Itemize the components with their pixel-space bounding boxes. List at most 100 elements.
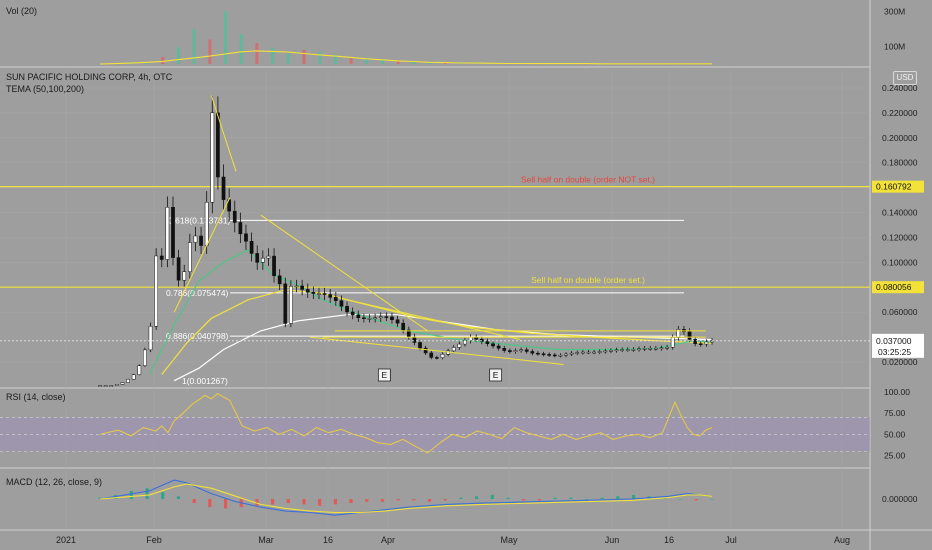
- macd-histogram-bar: [443, 499, 447, 501]
- candle-body: [698, 343, 703, 345]
- price-layer: Sell half on double (order NOT set.) Sell…: [0, 95, 870, 387]
- candle-body: [485, 341, 490, 344]
- trend-line: [210, 95, 237, 172]
- candle-body: [625, 349, 630, 351]
- candle-body: [137, 365, 142, 375]
- candle-body: [159, 255, 164, 260]
- macd-signal-line: [99, 483, 713, 514]
- candle-body: [552, 354, 557, 357]
- x-tick-label: Feb: [146, 535, 162, 545]
- candle-body: [564, 353, 568, 356]
- candle-body: [362, 317, 366, 319]
- trend-line: [310, 336, 564, 365]
- candle-body: [345, 306, 349, 313]
- x-tick-label: Jun: [605, 535, 620, 545]
- candle-body: [541, 353, 546, 356]
- grid-layer: [0, 70, 870, 528]
- macd-histogram-bar: [584, 499, 589, 500]
- level-annotation: Sell half on double (order NOT set.): [521, 175, 655, 185]
- level-price-badge: [872, 180, 924, 193]
- candle-body: [277, 275, 282, 285]
- candle-body: [614, 349, 619, 352]
- rsi-tick-label: 75.00: [884, 408, 906, 418]
- volume-bar: [176, 47, 180, 64]
- macd-histogram-bar: [427, 499, 432, 502]
- candle-body: [659, 347, 664, 350]
- symbol-label: SUN PACIFIC HOLDING CORP, 4h, OTC: [6, 72, 173, 82]
- candle-body: [429, 352, 434, 358]
- candle-body: [373, 317, 377, 320]
- candle-body: [384, 316, 389, 318]
- candle-body: [536, 352, 540, 355]
- x-tick-label: 16: [664, 535, 674, 545]
- candle-body: [199, 235, 203, 246]
- macd-histogram-bar: [192, 499, 196, 504]
- volume-bar: [412, 61, 416, 64]
- volume-bar: [255, 43, 259, 64]
- candle-body: [305, 289, 310, 293]
- candle-body: [418, 342, 422, 349]
- candle-body: [558, 354, 563, 357]
- candle-body: [519, 349, 523, 352]
- candle-body: [440, 354, 445, 358]
- candle-body: [232, 210, 237, 223]
- macd-tick-label: 0.000000: [882, 494, 918, 504]
- candle-body: [126, 378, 130, 383]
- volume-bar: [302, 50, 306, 64]
- candle-body: [592, 351, 596, 354]
- candle-body: [704, 341, 709, 345]
- candle-body: [687, 331, 692, 340]
- candle-body: [569, 352, 574, 355]
- candle-body: [114, 384, 119, 386]
- candle-body: [597, 351, 602, 353]
- candle-body: [609, 350, 613, 352]
- tema-200-line: [173, 314, 713, 382]
- candle-body: [103, 385, 108, 387]
- candle-body: [249, 241, 254, 254]
- volume-bar: [286, 53, 290, 64]
- rsi-tick-label: 100.00: [884, 387, 910, 397]
- volume-bar: [208, 39, 212, 64]
- candle-body: [317, 293, 321, 295]
- candle-body: [356, 314, 361, 318]
- macd-histogram-bar: [271, 499, 275, 505]
- earnings-marker-label: E: [493, 370, 499, 380]
- macd-histogram-bar: [694, 499, 698, 501]
- macd-histogram-bar: [506, 497, 510, 499]
- volume-bar: [428, 62, 432, 64]
- vol-label: Vol (20): [6, 6, 38, 16]
- volume-bar: [239, 34, 243, 64]
- candle-body: [423, 347, 428, 354]
- price-tick-label: 0.140000: [882, 208, 918, 218]
- candle-body: [401, 322, 406, 331]
- candle-body: [603, 350, 608, 353]
- axis-layer: 2021 Feb Mar 16 Apr May Jun 16 Jul Aug 0.240000 0.2…: [56, 7, 924, 545]
- candle-body: [670, 337, 675, 348]
- macd-histogram-bar: [176, 496, 181, 499]
- candle-body: [244, 233, 248, 242]
- candle-body: [182, 271, 187, 281]
- candle-body: [642, 348, 647, 350]
- volume-bar: [161, 57, 165, 64]
- x-tick-label: Aug: [834, 535, 850, 545]
- price-tick-label: 0.240000: [882, 83, 918, 93]
- macd-histogram-bar: [553, 497, 557, 499]
- candle-body: [654, 348, 658, 350]
- candle-body: [496, 345, 501, 349]
- candle-body: [395, 319, 400, 324]
- candle-body: [457, 343, 462, 348]
- currency-badge[interactable]: USD: [893, 71, 917, 85]
- candle-body: [378, 316, 383, 319]
- fib-level-label: 1(0.001267): [182, 376, 228, 386]
- x-tick-label: 16: [323, 535, 333, 545]
- candle-body: [294, 285, 299, 288]
- candle-body: [322, 293, 327, 295]
- trend-line: [173, 197, 231, 313]
- candle-body: [435, 357, 439, 359]
- macd-label: MACD (12, 26, close, 9): [6, 477, 103, 487]
- candle-body: [620, 349, 625, 351]
- volume-bar: [192, 29, 196, 64]
- candle-body: [289, 285, 293, 324]
- candle-body: [283, 283, 288, 324]
